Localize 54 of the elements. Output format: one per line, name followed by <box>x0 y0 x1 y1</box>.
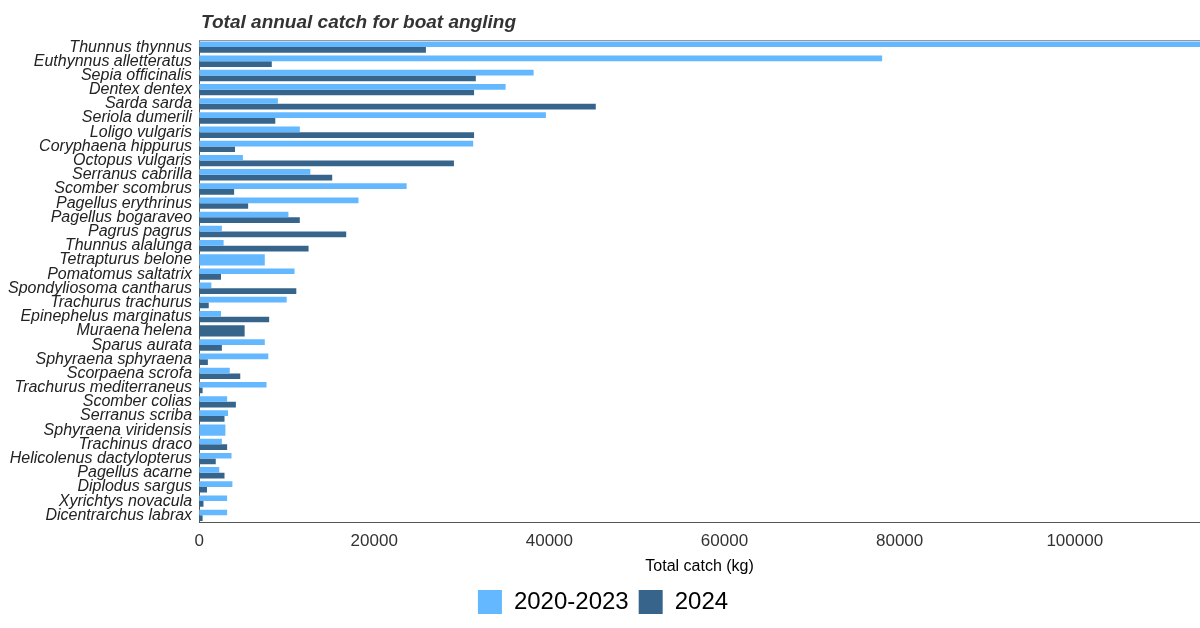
bar <box>199 183 407 189</box>
bar <box>199 339 265 346</box>
x-tick-label: 80000 <box>876 531 924 551</box>
bar <box>199 217 300 224</box>
bar <box>199 415 225 422</box>
legend-label: 2020-2023 <box>513 586 629 614</box>
bar <box>199 240 224 246</box>
y-tick-label: Epinephelus marginatus <box>20 307 193 325</box>
bar <box>199 154 243 161</box>
bar <box>199 381 267 388</box>
legend-label: 2024 <box>674 586 729 614</box>
bar <box>199 481 233 487</box>
x-tick-label: 60000 <box>700 531 749 551</box>
bar <box>199 302 209 309</box>
bar <box>199 203 249 209</box>
x-tick-label: 40000 <box>525 531 574 551</box>
chart-title: Total annual catch for boat angling <box>201 11 517 32</box>
x-tick-label: 100000 <box>1046 531 1104 551</box>
bar <box>199 274 221 280</box>
bar <box>199 288 297 294</box>
bar <box>199 103 596 110</box>
bar <box>199 359 208 365</box>
y-tick-label: Scomber scombrus <box>54 179 193 197</box>
bar <box>199 47 426 53</box>
bar <box>199 188 235 195</box>
y-tick-label: Seriola dumerili <box>81 108 193 126</box>
bar <box>199 132 475 138</box>
bar <box>199 486 207 493</box>
bar <box>199 311 221 317</box>
bar <box>199 197 359 204</box>
bar <box>199 225 222 232</box>
bar <box>199 410 229 416</box>
bar <box>199 169 311 175</box>
bar <box>199 75 476 82</box>
bar <box>199 268 295 275</box>
bar <box>199 345 222 351</box>
x-tick-label: 0 <box>194 531 204 551</box>
y-tick-label: Sepia officinalis <box>80 65 193 83</box>
bar <box>199 118 276 124</box>
bar <box>199 373 241 380</box>
bar <box>199 444 228 451</box>
bar <box>199 61 272 67</box>
x-axis-title: Total catch (kg) <box>645 556 754 574</box>
bar <box>199 452 232 459</box>
bar <box>199 83 506 90</box>
bar <box>199 396 228 402</box>
bar <box>199 146 236 153</box>
bar <box>199 112 546 119</box>
bar <box>199 98 278 104</box>
bar <box>199 467 220 473</box>
bar <box>199 495 228 502</box>
bar <box>199 515 203 521</box>
bar <box>199 41 1200 48</box>
x-tick-label: 20000 <box>350 531 398 551</box>
